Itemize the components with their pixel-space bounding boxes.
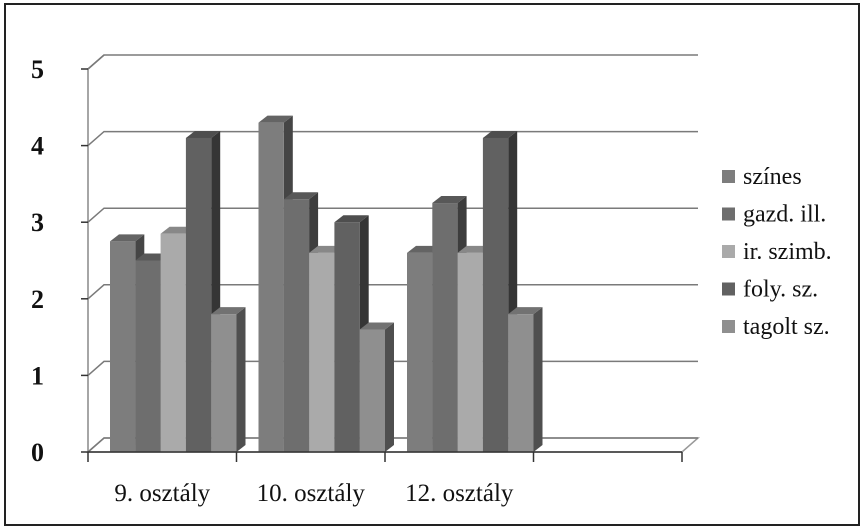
bar-top [359, 322, 394, 330]
legend-item: színes [722, 164, 802, 190]
bar-front [283, 199, 310, 452]
legend: színes gazd. ill. ir. szimb. foly. sz. tagol… [722, 164, 832, 340]
bar-side [236, 307, 246, 452]
bar-top [334, 215, 369, 223]
bar-front [407, 252, 433, 452]
y-tick-label: 0 [31, 438, 44, 467]
gridline [87, 54, 698, 70]
bar-front [258, 122, 284, 453]
side-wall-edge [87, 54, 105, 452]
bars [110, 115, 543, 453]
y-tick-label: 4 [31, 132, 44, 161]
y-tick-label: 1 [31, 361, 44, 390]
bar-top [185, 130, 221, 138]
bar-top [211, 307, 246, 315]
bar-front [160, 233, 186, 452]
gridline [87, 130, 698, 147]
bar-front [482, 137, 509, 452]
gridline [87, 207, 698, 223]
bar-side [533, 307, 543, 452]
legend-item: ir. szimb. [722, 239, 832, 265]
legend-label: foly. sz. [743, 277, 818, 303]
legend-label: színes [743, 164, 802, 190]
y-tick-label: 3 [31, 208, 44, 237]
bar-front [508, 314, 534, 452]
bar-top [110, 234, 145, 242]
bar [211, 307, 246, 452]
bar [508, 307, 543, 452]
axes: 0 1 2 3 4 5 9. osztály 10. osztály 12. osztály [31, 55, 683, 507]
legend-swatch [722, 245, 735, 258]
bar-front [309, 252, 335, 452]
bar-front [211, 314, 237, 452]
y-tick-label: 5 [31, 55, 44, 84]
y-tick-label: 2 [31, 285, 44, 314]
bar-top [283, 192, 319, 200]
bar-side [385, 322, 394, 452]
legend-swatch [722, 170, 735, 183]
legend-swatch [722, 282, 735, 296]
bar-top [482, 130, 518, 138]
bar [185, 130, 221, 452]
legend-label: ir. szimb. [743, 239, 832, 265]
bar-front [432, 203, 458, 452]
x-tick-label: 12. osztály [405, 480, 514, 507]
bar-top [508, 307, 543, 315]
bar-front [359, 329, 385, 452]
legend-item: foly. sz. [722, 277, 818, 303]
bar [359, 322, 394, 452]
bar-front [185, 137, 212, 452]
legend-item: gazd. ill. [722, 202, 826, 228]
bar-front [457, 252, 483, 452]
legend-item: tagolt sz. [722, 314, 830, 340]
legend-label: gazd. ill. [743, 202, 826, 228]
bar-top [432, 196, 467, 204]
legend-label: tagolt sz. [743, 314, 830, 340]
legend-swatch [722, 207, 735, 221]
x-tick-label: 9. osztály [114, 480, 210, 507]
bar-front [110, 241, 136, 452]
bar-top [258, 115, 293, 123]
legend-swatch [722, 320, 735, 333]
x-tick-label: 10. osztály [257, 480, 366, 507]
bar-front [334, 222, 360, 452]
bar-front [135, 260, 161, 452]
